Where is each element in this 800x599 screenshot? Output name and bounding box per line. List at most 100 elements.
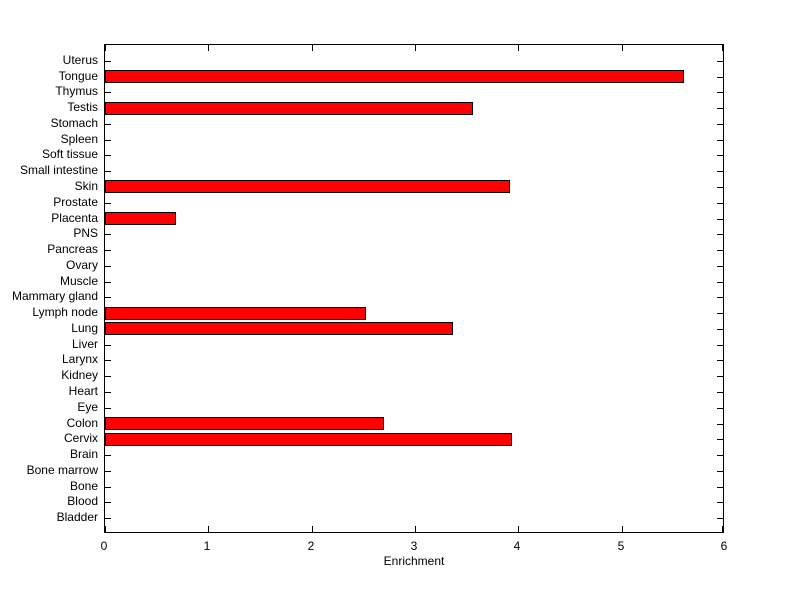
- y-tick-label: Bone marrow: [26, 462, 98, 477]
- y-tick-label: Lymph node: [32, 305, 98, 320]
- y-tick-right: [717, 92, 723, 93]
- y-tick-right: [717, 455, 723, 456]
- x-tick-bottom: [312, 526, 313, 532]
- y-tick-label: Bone: [69, 478, 98, 493]
- y-tick-label: Lung: [71, 320, 98, 335]
- y-tick-label: Stomach: [50, 115, 98, 130]
- y-tick-label: Prostate: [53, 194, 98, 209]
- bar-colon: [105, 417, 384, 430]
- x-tick-bottom: [518, 526, 519, 532]
- y-tick-label: Heart: [68, 384, 98, 399]
- y-tick-label: Kidney: [61, 368, 98, 383]
- y-tick-left: [105, 155, 111, 156]
- y-tick-left: [105, 234, 111, 235]
- bar-tongue: [105, 70, 684, 83]
- y-tick-label: PNS: [73, 226, 98, 241]
- y-tick-right: [717, 408, 723, 409]
- y-tick-left: [105, 266, 111, 267]
- y-tick-right: [717, 376, 723, 377]
- y-tick-label: Uterus: [62, 52, 98, 67]
- y-tick-label: Skin: [74, 178, 98, 193]
- y-tick-left: [105, 61, 111, 62]
- y-tick-right: [717, 502, 723, 503]
- y-tick-left: [105, 392, 111, 393]
- y-tick-left: [105, 203, 111, 204]
- x-tick-bottom: [622, 526, 623, 532]
- y-tick-left: [105, 124, 111, 125]
- bar-lymph-node: [105, 307, 366, 320]
- bar-testis: [105, 102, 473, 115]
- y-tick-label: Mammary gland: [11, 289, 98, 304]
- y-tick-left: [105, 487, 111, 488]
- y-tick-label: Pancreas: [47, 242, 98, 257]
- y-tick-left: [105, 518, 111, 519]
- y-tick-right: [717, 487, 723, 488]
- y-tick-right: [717, 360, 723, 361]
- y-tick-right: [717, 329, 723, 330]
- y-tick-right: [717, 392, 723, 393]
- y-tick-right: [717, 345, 723, 346]
- y-tick-right: [717, 124, 723, 125]
- y-tick-label: Liver: [71, 336, 98, 351]
- bar-lung: [105, 322, 453, 335]
- plot-area: [104, 44, 724, 533]
- x-axis-title: Enrichment: [383, 554, 445, 568]
- x-tick-label: 5: [617, 539, 625, 553]
- y-tick-right: [717, 77, 723, 78]
- x-tick-label: 2: [307, 539, 315, 553]
- x-tick-label: 6: [720, 539, 728, 553]
- x-tick-top: [208, 45, 209, 51]
- bar-skin: [105, 180, 510, 193]
- y-tick-left: [105, 250, 111, 251]
- y-tick-label: Thymus: [55, 84, 98, 99]
- y-tick-right: [717, 219, 723, 220]
- x-tick-top: [622, 45, 623, 51]
- x-tick-bottom: [208, 526, 209, 532]
- y-tick-left: [105, 376, 111, 377]
- bar-placenta: [105, 212, 176, 225]
- y-tick-right: [717, 297, 723, 298]
- y-tick-label: Eye: [77, 399, 98, 414]
- y-tick-label: Ovary: [65, 257, 98, 272]
- y-tick-label: Spleen: [60, 131, 98, 146]
- y-tick-label: Tongue: [58, 68, 98, 83]
- y-tick-right: [717, 187, 723, 188]
- y-tick-right: [717, 439, 723, 440]
- y-tick-label: Cervix: [63, 431, 98, 446]
- y-tick-label: Placenta: [51, 210, 98, 225]
- y-tick-right: [717, 313, 723, 314]
- y-tick-left: [105, 360, 111, 361]
- y-tick-right: [717, 61, 723, 62]
- y-tick-left: [105, 140, 111, 141]
- y-tick-right: [717, 266, 723, 267]
- y-tick-left: [105, 408, 111, 409]
- y-tick-left: [105, 455, 111, 456]
- y-tick-label: Colon: [66, 415, 98, 430]
- y-tick-label: Muscle: [59, 273, 98, 288]
- x-tick-top: [312, 45, 313, 51]
- x-tick-bottom: [105, 526, 106, 532]
- x-tick-label: 4: [513, 539, 521, 553]
- x-tick-bottom: [722, 526, 723, 532]
- x-tick-label: 1: [203, 539, 211, 553]
- y-tick-left: [105, 502, 111, 503]
- y-tick-right: [717, 155, 723, 156]
- y-tick-right: [717, 282, 723, 283]
- y-tick-label: Brain: [69, 447, 98, 462]
- y-tick-left: [105, 471, 111, 472]
- x-tick-label: 0: [100, 539, 108, 553]
- x-tick-label: 3: [410, 539, 418, 553]
- y-tick-label: Testis: [67, 100, 98, 115]
- y-tick-label: Blood: [67, 494, 98, 509]
- y-tick-right: [717, 108, 723, 109]
- y-tick-left: [105, 282, 111, 283]
- y-tick-label: Bladder: [56, 510, 98, 525]
- y-tick-left: [105, 92, 111, 93]
- x-tick-bottom: [415, 526, 416, 532]
- y-tick-right: [717, 518, 723, 519]
- y-tick-left: [105, 297, 111, 298]
- x-tick-top: [415, 45, 416, 51]
- y-tick-right: [717, 203, 723, 204]
- bar-cervix: [105, 433, 512, 446]
